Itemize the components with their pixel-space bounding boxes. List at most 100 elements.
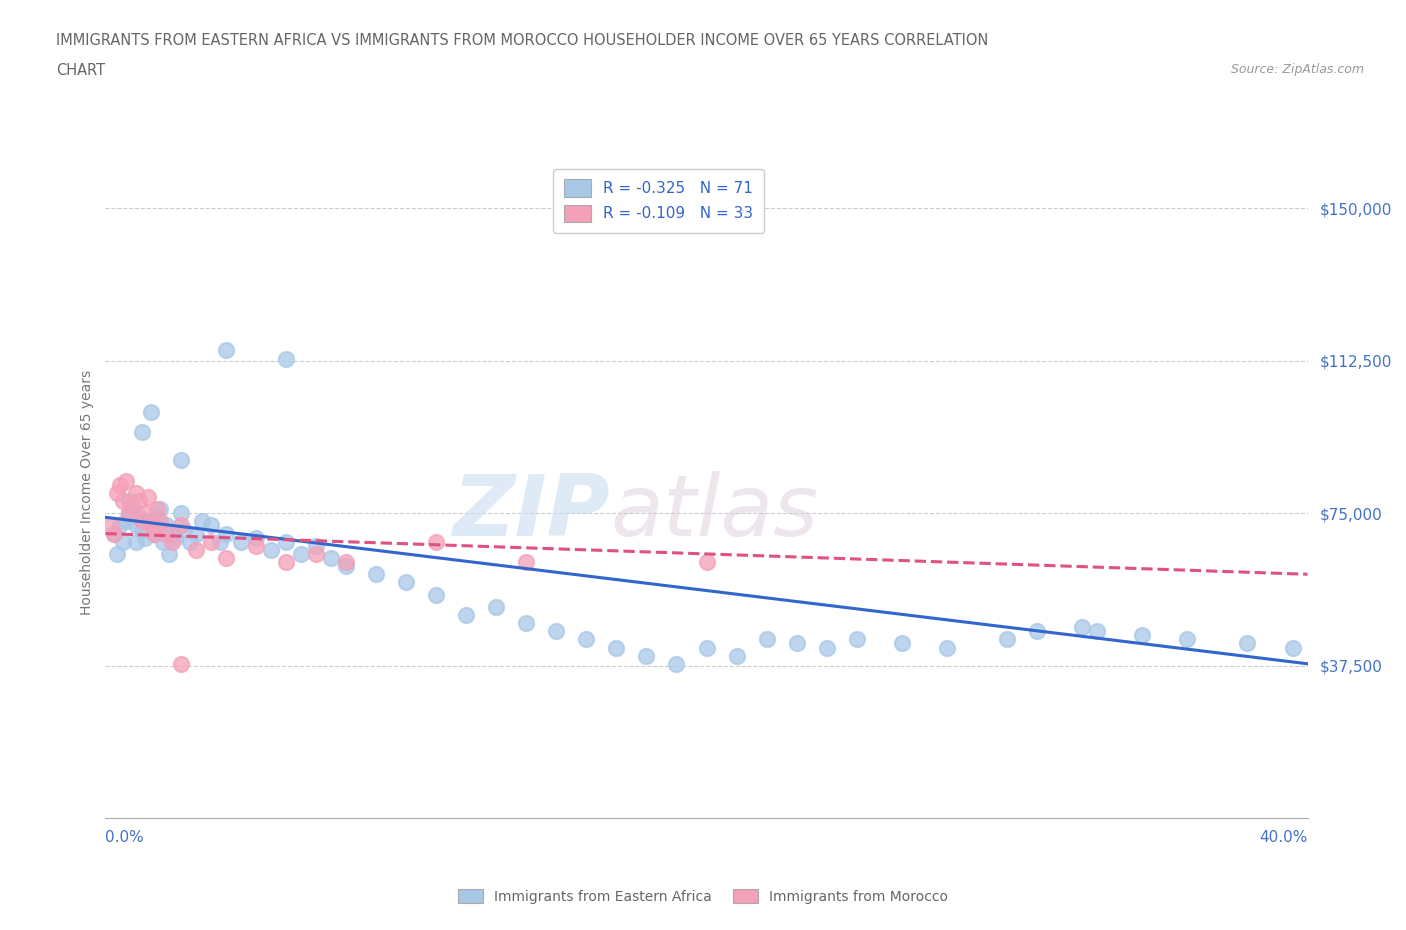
Point [134,530,156,545]
Legend: R = -0.325   N = 71, R = -0.109   N = 33: R = -0.325 N = 71, R = -0.109 N = 33 [553,168,763,232]
Point [136,514,159,529]
Point [636,648,658,663]
Point [245,530,267,545]
Point [786,636,808,651]
Point [208,535,231,550]
Point [274,554,297,569]
Point [115,473,138,488]
Point [128,494,150,509]
Point [200,518,222,533]
Point [121,498,143,512]
Point [160,535,183,550]
Point [173,522,195,537]
Point [112,535,135,550]
Point [136,489,159,504]
Point [160,526,183,541]
Point [118,506,141,521]
Point [845,632,868,647]
Point [169,506,191,521]
Point [725,648,748,663]
Point [755,632,778,647]
Point [1281,640,1303,655]
Point [274,352,297,366]
Point [142,526,165,541]
Point [290,547,312,562]
Point [112,494,135,509]
Point [335,554,357,569]
Point [100,518,122,533]
Point [118,494,141,509]
Point [995,632,1018,647]
Point [1026,624,1049,639]
Point [274,535,297,550]
Point [103,526,125,541]
Text: Source: ZipAtlas.com: Source: ZipAtlas.com [1230,63,1364,76]
Text: 40.0%: 40.0% [1260,830,1308,844]
Point [214,526,236,541]
Point [118,506,141,521]
Y-axis label: Householder Income Over 65 years: Householder Income Over 65 years [80,370,94,616]
Point [148,514,170,529]
Point [214,343,236,358]
Point [305,547,328,562]
Point [107,547,129,562]
Point [184,526,207,541]
Text: CHART: CHART [56,63,105,78]
Point [605,640,627,655]
Point [142,526,165,541]
Point [1130,628,1153,643]
Point [214,551,236,565]
Point [260,542,283,557]
Point [319,551,342,565]
Legend: Immigrants from Eastern Africa, Immigrants from Morocco: Immigrants from Eastern Africa, Immigran… [453,884,953,910]
Point [124,518,146,533]
Point [305,538,328,553]
Point [425,535,447,550]
Point [169,518,191,533]
Point [169,657,191,671]
Point [546,624,568,639]
Point [145,510,167,525]
Point [456,607,478,622]
Point [163,530,186,545]
Point [1071,619,1094,634]
Point [157,547,180,562]
Point [190,514,212,529]
Point [152,535,174,550]
Point [515,616,537,631]
Text: IMMIGRANTS FROM EASTERN AFRICA VS IMMIGRANTS FROM MOROCCO HOUSEHOLDER INCOME OVE: IMMIGRANTS FROM EASTERN AFRICA VS IMMIGR… [56,33,988,47]
Point [124,535,146,550]
Point [395,575,418,590]
Point [131,522,153,537]
Point [155,526,177,541]
Point [110,477,132,492]
Point [665,657,688,671]
Point [936,640,959,655]
Point [155,518,177,533]
Point [110,518,132,533]
Point [229,535,252,550]
Point [131,514,153,529]
Point [696,554,718,569]
Point [139,518,162,533]
Point [1236,636,1258,651]
Text: atlas: atlas [610,471,818,554]
Point [103,526,125,541]
Point [115,514,138,529]
Point [148,502,170,517]
Point [124,485,146,500]
Point [1175,632,1198,647]
Point [139,405,162,419]
Point [1085,624,1108,639]
Text: 0.0%: 0.0% [105,830,145,844]
Point [139,518,162,533]
Point [425,587,447,602]
Point [335,559,357,574]
Point [815,640,838,655]
Point [890,636,912,651]
Point [184,542,207,557]
Point [696,640,718,655]
Point [364,567,387,582]
Point [245,538,267,553]
Point [107,485,129,500]
